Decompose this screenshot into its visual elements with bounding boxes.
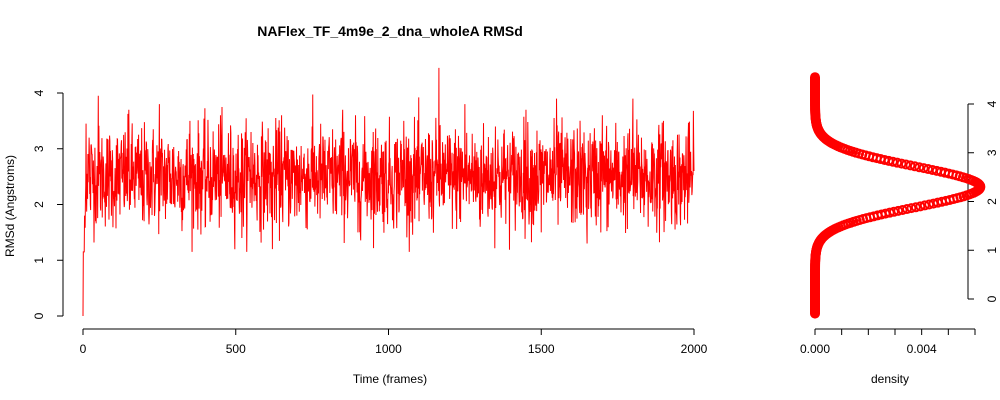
density-point: [918, 163, 929, 174]
density-axes: 0.000 0.004 0 1 2 3 4: [800, 100, 999, 356]
rmsd-series: [82, 67, 695, 317]
y-tick-label: 3: [32, 145, 46, 152]
density-point: [810, 72, 820, 83]
density-y-tick-label: 2: [985, 198, 999, 205]
density-point: [927, 164, 938, 175]
chart-title: NAFlex_TF_4m9e_2_dna_wholeA RMSd: [257, 23, 523, 39]
x-tick-label: 2000: [681, 342, 708, 356]
density-point: [906, 203, 917, 214]
density-y-tick-label: 3: [985, 149, 999, 156]
y-tick-label: 1: [32, 257, 46, 264]
x-tick-label: 1500: [528, 342, 555, 356]
density-point: [900, 159, 911, 170]
density-point: [910, 202, 921, 213]
y-tick-label: 4: [32, 89, 46, 96]
density-x-tick-label: 0.004: [907, 342, 937, 356]
density-point: [897, 204, 908, 215]
y-axis-label: RMSd (Angstroms): [3, 155, 17, 257]
density-y-tick-label: 1: [985, 247, 999, 254]
density-x-axis-label: density: [871, 372, 909, 386]
density-point: [909, 161, 920, 172]
density-point: [919, 200, 930, 211]
x-tick-label: 500: [226, 342, 246, 356]
density-point: [901, 204, 912, 215]
density-point: [905, 160, 916, 171]
main-axes: 0 500 1000 1500 2000 0 1 2 3 4: [32, 89, 708, 356]
density-series: [810, 72, 986, 319]
x-tick-label: 1000: [375, 342, 402, 356]
density-x-tick-label: 0.000: [800, 342, 830, 356]
x-axis-label: Time (frames): [353, 372, 427, 386]
density-point: [888, 206, 899, 217]
density-point: [914, 162, 925, 173]
density-y-tick-label: 0: [985, 295, 999, 302]
x-tick-label: 0: [80, 342, 87, 356]
rmsd-line: [82, 67, 695, 317]
density-point: [893, 205, 904, 216]
density-point: [915, 201, 926, 212]
density-point: [923, 164, 934, 175]
y-tick-label: 2: [32, 201, 46, 208]
y-tick-label: 0: [32, 312, 46, 319]
density-y-tick-label: 4: [985, 100, 999, 107]
